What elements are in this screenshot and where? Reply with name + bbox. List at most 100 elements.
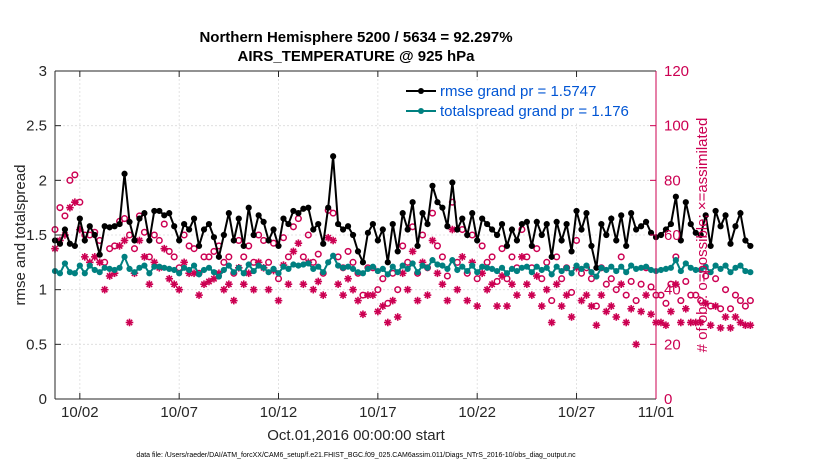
series-point xyxy=(434,199,441,206)
series-point xyxy=(628,262,635,269)
obs-assimilated-point xyxy=(587,302,596,310)
obs-assimilated-point xyxy=(667,307,675,316)
obs-possible-point xyxy=(225,253,233,261)
obs-assimilated-point xyxy=(607,302,616,310)
obs-assimilated-point xyxy=(160,244,169,253)
obs-assimilated-point xyxy=(71,198,79,206)
series-point xyxy=(732,264,739,271)
obs-possible-point xyxy=(284,253,292,261)
series-point xyxy=(250,267,257,275)
series-point xyxy=(270,226,277,233)
y-tick-label-right: 120 xyxy=(664,63,689,80)
series-point xyxy=(707,242,714,250)
series-point xyxy=(479,215,486,222)
series-point xyxy=(96,251,103,258)
series-point xyxy=(528,242,535,250)
obs-assimilated-point xyxy=(95,258,104,267)
series-point xyxy=(404,226,411,233)
series-point xyxy=(528,269,535,276)
series-point xyxy=(429,182,436,189)
obs-assimilated-point xyxy=(696,318,705,327)
series-point xyxy=(498,264,506,271)
obs-possible-point xyxy=(120,215,129,223)
series-point xyxy=(225,262,232,269)
series-point xyxy=(598,264,605,271)
obs-assimilated-point xyxy=(81,253,89,261)
series-point xyxy=(642,218,650,225)
series-point xyxy=(161,264,168,271)
obs-assimilated-point xyxy=(498,272,506,280)
obs-possible-point xyxy=(170,253,178,261)
series-point xyxy=(662,226,670,233)
series-point xyxy=(200,266,208,274)
obs-assimilated-point xyxy=(274,296,283,305)
series-point xyxy=(419,262,426,269)
legend-entry: rmse grand pr = 1.5747 xyxy=(440,83,596,100)
series-lines xyxy=(51,153,754,280)
x-tick-label: 10/17 xyxy=(359,404,397,421)
series-point xyxy=(533,263,540,270)
series-point xyxy=(459,215,466,222)
series-point xyxy=(697,266,704,274)
obs-assimilated-point xyxy=(195,291,203,299)
obs-possible-point xyxy=(721,286,730,294)
series-point xyxy=(379,226,386,233)
series-point xyxy=(156,207,163,215)
series-point xyxy=(181,264,188,271)
obs-possible-point xyxy=(657,291,665,299)
series-totalspread xyxy=(51,252,754,280)
obs-assimilated-point xyxy=(577,296,586,305)
obs-assimilated-point xyxy=(721,313,730,321)
series-point xyxy=(464,231,471,239)
series-point xyxy=(613,267,620,275)
series-point xyxy=(91,231,98,239)
obs-assimilated-point xyxy=(493,302,501,310)
series-point xyxy=(742,237,749,244)
series-point xyxy=(295,210,302,217)
obs-possible-point xyxy=(736,297,744,305)
series-point xyxy=(220,266,227,274)
x-axis-label: Oct.01,2016 00:00:00 start xyxy=(267,427,445,444)
series-point xyxy=(176,270,183,277)
series-point xyxy=(712,207,719,215)
series-point xyxy=(523,263,530,270)
series-point xyxy=(166,265,173,272)
obs-assimilated-point xyxy=(210,274,218,283)
obs-assimilated-point xyxy=(682,305,690,313)
series-point xyxy=(593,273,600,280)
series-point xyxy=(235,264,242,271)
y-tick-label-right: 40 xyxy=(664,282,681,299)
series-point xyxy=(637,223,645,230)
obs-possible-point xyxy=(473,275,481,283)
y-tick-label-left: 3 xyxy=(39,63,47,80)
series-point xyxy=(151,263,158,270)
series-point xyxy=(613,237,620,244)
obs-assimilated-point xyxy=(532,272,541,280)
obs-possible-point xyxy=(240,253,248,261)
obs-assimilated-point xyxy=(518,253,526,261)
series-point xyxy=(210,234,218,241)
obs-assimilated-point xyxy=(135,236,144,245)
series-point xyxy=(186,226,193,233)
obs-series-assimilated xyxy=(51,198,755,349)
series-point xyxy=(568,270,575,277)
obs-possible-point xyxy=(746,297,754,305)
legend-entry: totalspread grand pr = 1.176 xyxy=(440,103,629,120)
series-point xyxy=(275,270,282,277)
series-point xyxy=(444,265,451,272)
series-point xyxy=(339,264,347,271)
obs-assimilated-point xyxy=(602,307,611,316)
series-point xyxy=(692,229,699,236)
series-point xyxy=(444,223,451,230)
obs-assimilated-point xyxy=(379,302,387,310)
obs-possible-point xyxy=(190,245,198,253)
series-point xyxy=(588,269,595,276)
series-point xyxy=(265,237,272,244)
obs-possible-point xyxy=(617,253,625,261)
y-tick-label-right: 20 xyxy=(664,336,681,353)
series-point xyxy=(106,224,113,231)
series-point xyxy=(290,207,297,215)
series-point xyxy=(101,264,108,271)
series-point xyxy=(687,220,694,228)
series-point xyxy=(290,261,297,268)
